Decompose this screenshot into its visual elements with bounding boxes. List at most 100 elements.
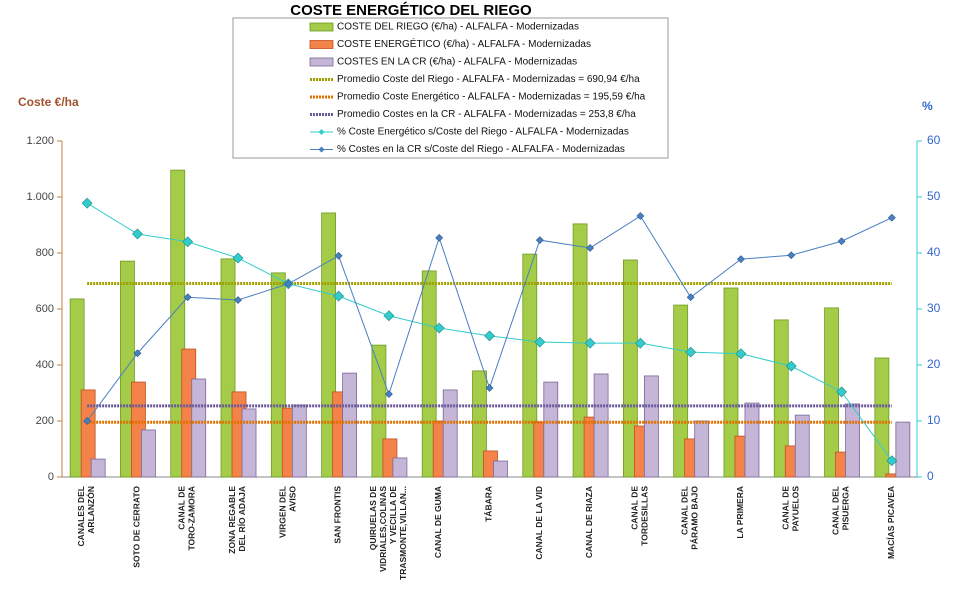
bar [493, 460, 508, 478]
bar [723, 287, 739, 478]
line-marker [685, 346, 697, 358]
y2-tick-label: 20 [927, 357, 941, 371]
bar [80, 389, 96, 478]
line-marker [284, 279, 293, 288]
x-tick-label-line: CANAL DE GUMA [433, 486, 443, 558]
bar [773, 319, 789, 478]
legend-label: % Costes en la CR s/Coste del Riego - AL… [337, 144, 625, 155]
x-tick-label-line: CANAL DEL [831, 486, 841, 535]
x-tick-label-line: AVISO [288, 486, 298, 512]
line-marker [787, 251, 796, 260]
line-marker [535, 236, 544, 245]
line-marker [232, 252, 244, 264]
line-marker [737, 255, 745, 264]
x-tick-label: QUIRUELAS DEVIDRIALES,COLINASY VECILLA D… [368, 486, 408, 580]
x-tick-label-line: CANAL DEL [680, 486, 690, 535]
bar [593, 373, 609, 478]
bar [643, 375, 659, 478]
line-marker [886, 455, 898, 467]
line-marker [81, 197, 93, 209]
x-tick-label-line: CANAL DE [177, 486, 187, 530]
x-tick-label-line: VIRGEN DEL [278, 486, 288, 538]
bar [141, 429, 156, 478]
line-marker [887, 213, 896, 222]
y2-tick-label: 0 [927, 469, 934, 483]
line-marker [132, 228, 143, 240]
legend-label: Promedio Coste Energético - ALFALFA - Mo… [337, 92, 646, 103]
x-tick-label: CANAL DE RIAZA [584, 486, 594, 558]
y-tick-label: 0 [48, 471, 54, 483]
bar [270, 272, 286, 478]
line-marker [435, 233, 444, 242]
bar [845, 403, 860, 478]
bar [572, 223, 588, 478]
x-tick-label: VIRGEN DELAVISO [278, 486, 298, 538]
line-marker [333, 290, 345, 302]
bar [371, 344, 387, 478]
line-marker [484, 330, 495, 342]
line-marker [433, 322, 445, 334]
x-tick-label-line: ARLANZÓN [85, 486, 96, 534]
y-tick-label: 800 [36, 247, 54, 259]
legend-label: % Coste Energético s/Coste del Riego - A… [337, 127, 629, 138]
line-marker [686, 293, 695, 302]
x-tick-label-line: TÁBARA [484, 486, 494, 522]
legend-label: COSTE DEL RIEGO (€/ha) - ALFALFA - Moder… [337, 22, 579, 33]
x-tick-label: CANAL DE GUMA [433, 486, 443, 558]
x-tick-label: ZONA REGABLEDEL RÍO ADAJA [227, 486, 247, 554]
x-tick-label: CANAL DE LA VID [534, 486, 544, 560]
line-marker [183, 293, 192, 302]
x-tick-label: CANAL DETORO-ZAMORA [177, 486, 197, 551]
x-tick-label-line: PISUERGA [841, 486, 851, 530]
x-tick-label: CANAL DETORDESILLAS [630, 486, 650, 546]
legend-swatch [309, 40, 334, 49]
line-marker [836, 386, 847, 398]
line-marker [383, 310, 395, 322]
x-tick-label-line: TORDESILLAS [640, 486, 650, 546]
x-tick-label: TÁBARA [484, 486, 494, 522]
bar [442, 389, 458, 478]
legend-swatch [318, 146, 325, 153]
line-marker [485, 384, 494, 392]
line-marker [785, 360, 797, 372]
legend-swatch [318, 129, 325, 135]
bar [824, 307, 839, 478]
bar [90, 458, 106, 478]
line-marker [182, 236, 194, 248]
legend-label: COSTE ENERGÉTICO (€/ha) - ALFALFA - Mode… [337, 37, 591, 50]
y-tick-label: 1.200 [26, 135, 54, 147]
legend-box [232, 17, 669, 159]
x-tick-label: CANAL DEPAYUELOS [781, 486, 801, 532]
y2-axis-label: % [922, 99, 933, 113]
y2-tick-label: 30 [927, 301, 941, 315]
line-marker [636, 212, 645, 220]
line-marker [735, 348, 747, 360]
x-tick-label-line: TRASMONTE,VILLAN... [398, 486, 408, 580]
line-marker [334, 251, 343, 260]
x-tick-label-line: CANAL DE [781, 486, 791, 530]
x-tick-label-line: Y VECILLA DE [388, 486, 398, 544]
bar [694, 420, 710, 478]
x-tick-label: CANAL DELPISUERGA [831, 486, 851, 535]
x-tick-label-line: SAN FRONTIS [333, 486, 343, 544]
line-marker [534, 336, 546, 348]
x-tick-label-line: PÁRAMO BAJO [690, 486, 700, 550]
legend-swatch [309, 57, 334, 67]
x-tick-label-line: PAYUELOS [791, 486, 801, 532]
x-tick-label: CANALES DELARLANZÓN [76, 486, 96, 546]
x-tick-label: SAN FRONTIS [333, 486, 343, 544]
bar [543, 381, 559, 478]
x-tick-label-line: CANAL DE [630, 486, 640, 530]
bar [69, 298, 85, 478]
legend-label: Promedio Coste del Riego - ALFALFA - Mod… [337, 74, 640, 85]
line-marker [234, 296, 242, 304]
y2-tick-label: 60 [927, 133, 941, 147]
bar [342, 372, 358, 478]
line-marker [384, 390, 393, 399]
line-marker [586, 244, 595, 252]
line-marker [837, 237, 846, 246]
bar [170, 169, 186, 478]
x-tick-label-line: SOTO DE CERRATO [132, 486, 142, 568]
x-tick-label-line: TORO-ZAMORA [187, 486, 197, 551]
